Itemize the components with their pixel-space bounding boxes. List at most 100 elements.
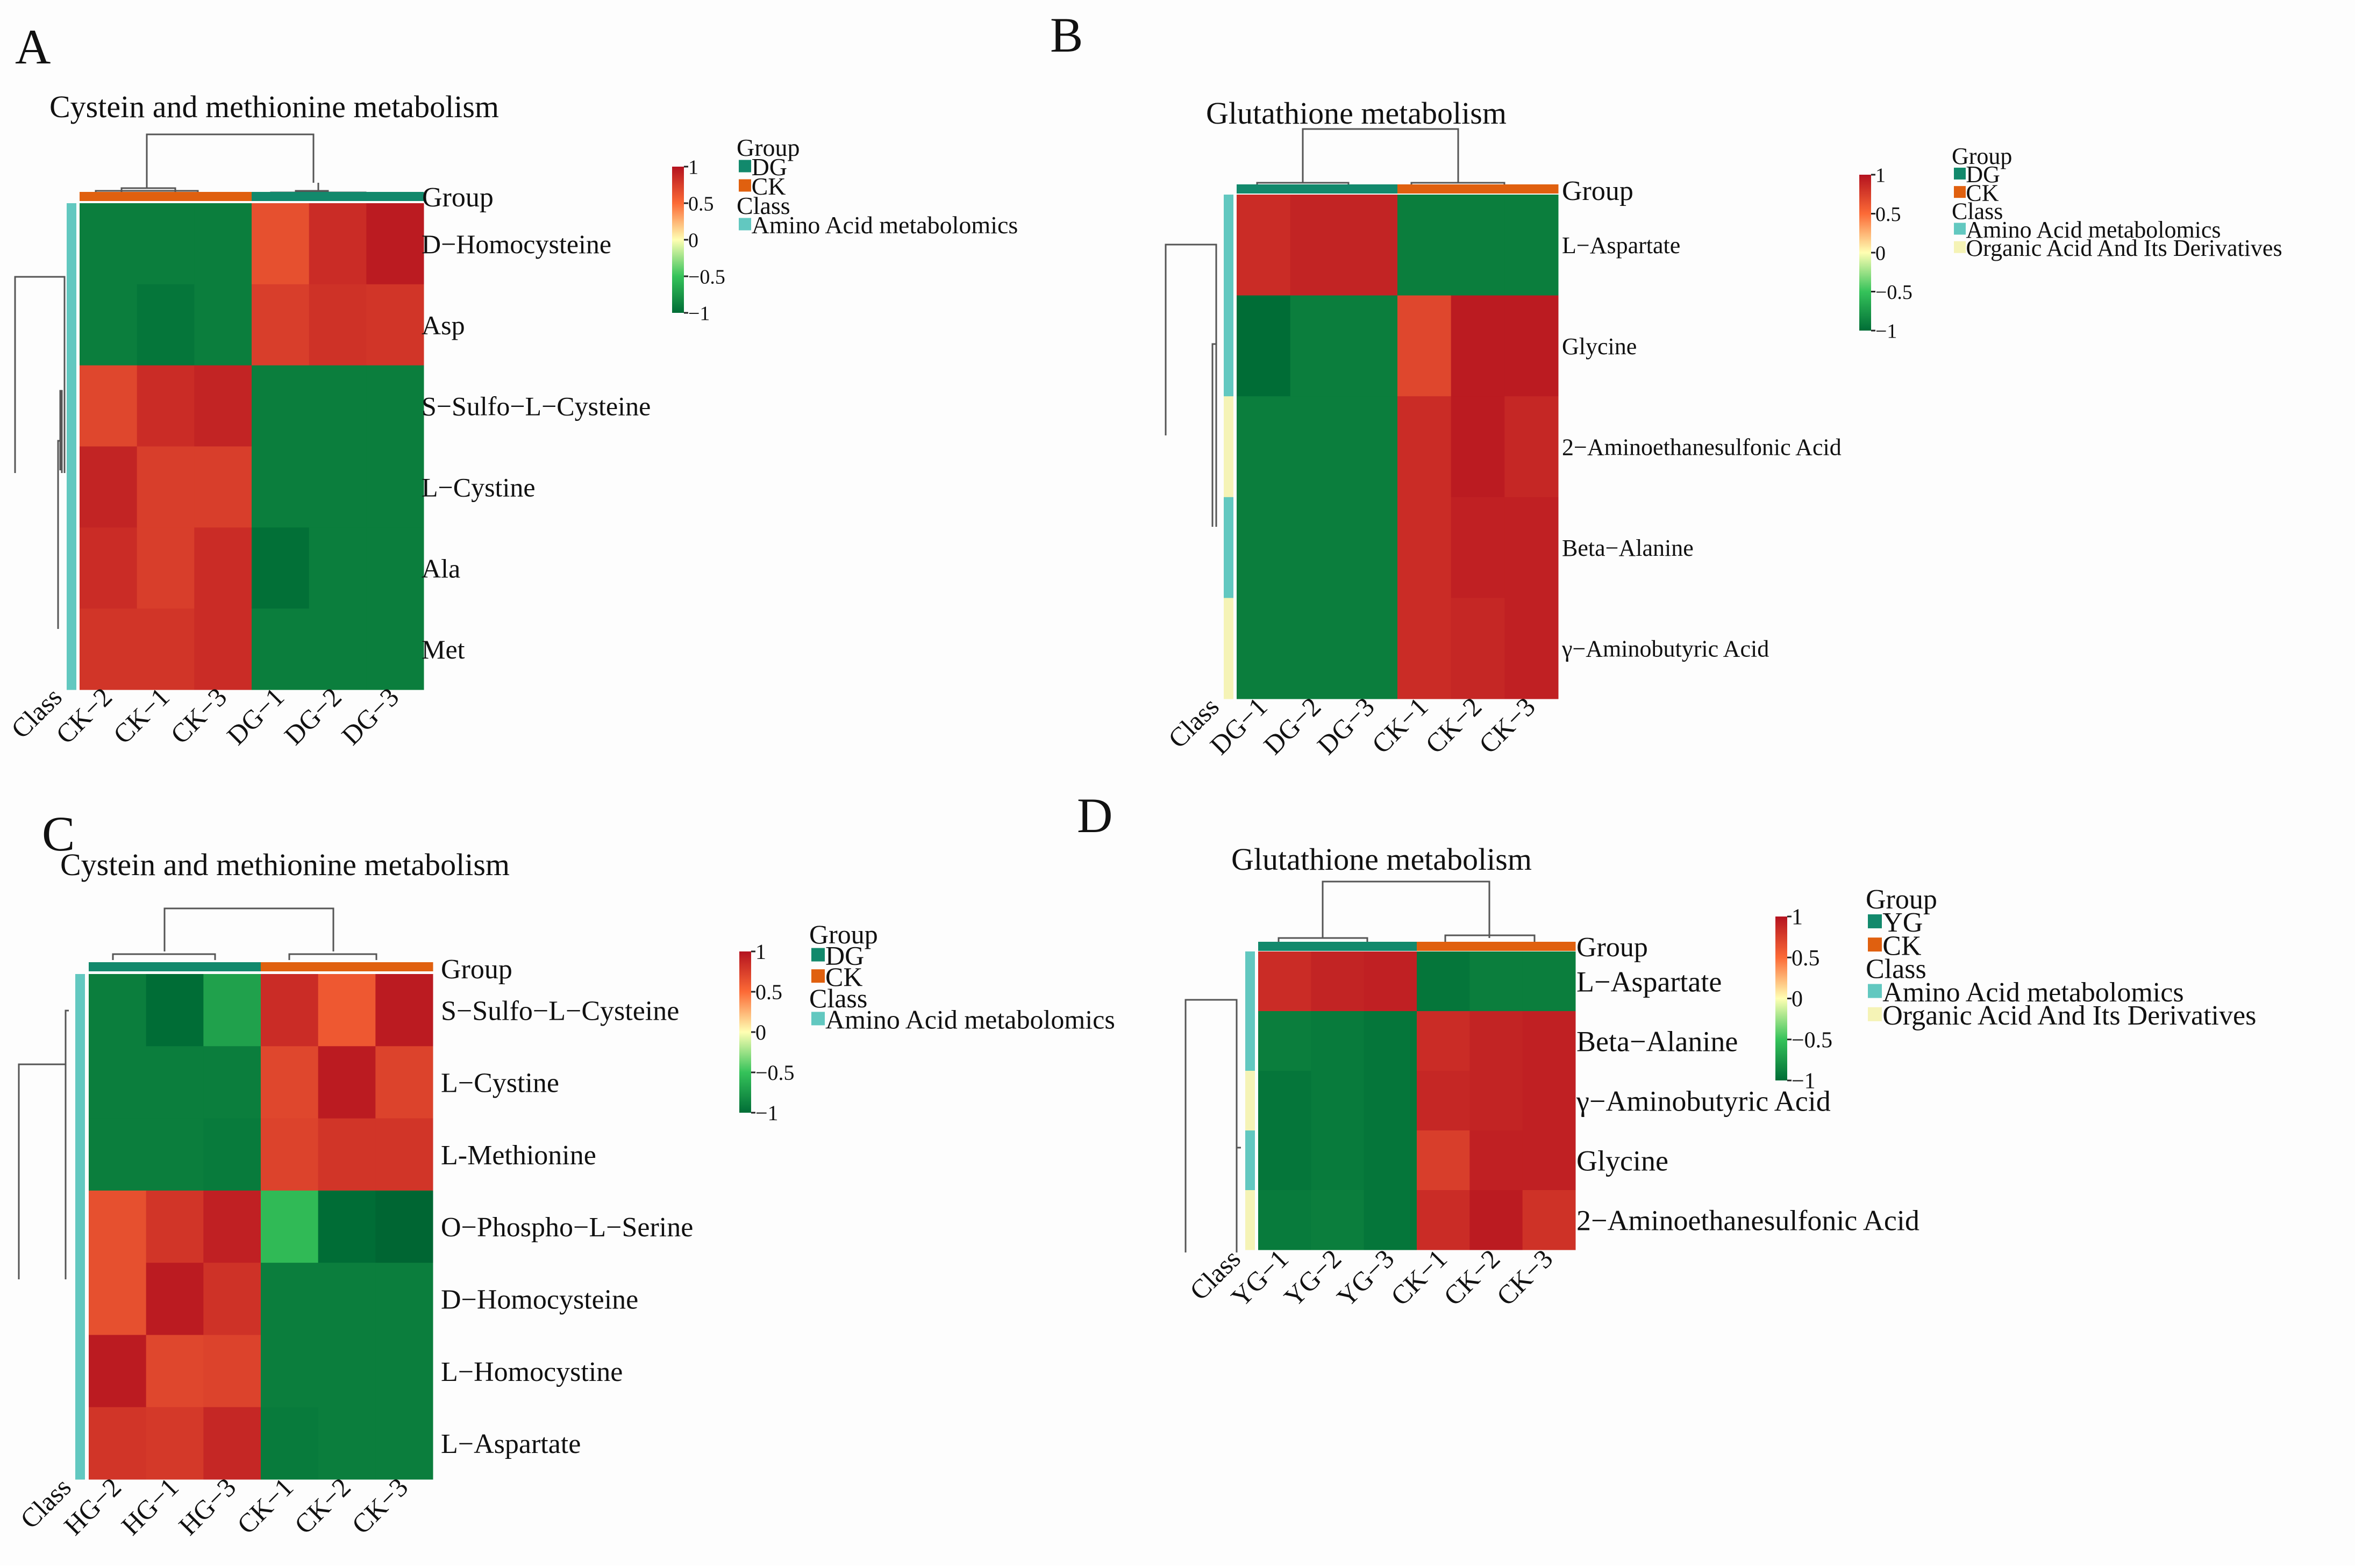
heatmap-cell	[318, 1263, 376, 1335]
heatmap-cell	[80, 365, 138, 447]
heatmap-cell	[146, 1263, 204, 1335]
colorbar-tick-label: −0.5	[1875, 281, 1912, 304]
column-label: CK−1	[1366, 691, 1433, 759]
heatmap-cell	[1522, 1130, 1576, 1191]
heatmap-cell	[1469, 1011, 1523, 1071]
heatmap-cell	[137, 608, 195, 690]
colorbar-tick-label: −1	[755, 1101, 779, 1125]
heatmap-cell	[309, 446, 367, 528]
class-annotation-cell	[1245, 1190, 1255, 1250]
class-annotation-cell	[75, 1046, 85, 1119]
row-label: γ−Aminobutyric Acid	[1576, 1085, 1831, 1117]
heatmap-cell	[1451, 195, 1505, 296]
heatmap-cell	[1522, 951, 1576, 1012]
heatmap-cell	[309, 527, 367, 609]
colorbar-tick-label: 1	[1875, 164, 1886, 187]
heatmap-cell	[1290, 598, 1344, 699]
heatmap-cell	[252, 446, 310, 528]
group-annotation-cell	[1451, 184, 1505, 194]
class-annotation-cell	[1245, 1011, 1255, 1071]
heatmap-cell	[89, 1118, 147, 1191]
heatmap-cell	[1344, 598, 1398, 699]
heatmap-cell	[1397, 396, 1452, 498]
group-annotation-cell	[1258, 942, 1311, 951]
class-annotation-cell	[1224, 396, 1233, 498]
panel-c-row-dendrogram	[18, 1009, 69, 1279]
heatmap-cell	[1364, 1130, 1417, 1191]
heatmap-cell	[194, 203, 252, 285]
heatmap-cell	[1237, 598, 1291, 699]
colorbar	[672, 167, 684, 313]
legend-item-label: CK	[825, 962, 862, 992]
row-label: L-Methionine	[441, 1140, 596, 1171]
heatmap-cell	[1469, 1130, 1523, 1191]
heatmap-cell	[252, 608, 310, 690]
heatmap-cell	[80, 284, 138, 366]
heatmap-cell	[89, 974, 147, 1047]
heatmap-cell	[1417, 1071, 1470, 1131]
column-label: DG−1	[221, 682, 290, 750]
column-label: YG−3	[1331, 1243, 1400, 1312]
heatmap-cell	[1451, 598, 1505, 699]
column-label: CK−1	[107, 682, 175, 749]
heatmap-cell	[375, 1118, 433, 1191]
panel-d-heatmap: GroupL−AspartateBeta−Alanineγ−Aminobutyr…	[1184, 884, 2257, 1312]
group-annotation-cell	[1290, 184, 1344, 194]
heatmap-cell	[1522, 1071, 1576, 1131]
colorbar-tick-label: −0.5	[1792, 1028, 1832, 1053]
legend-item-label: CK	[752, 173, 786, 200]
class-annotation-cell	[67, 365, 76, 447]
heatmap-cell	[309, 284, 367, 366]
class-annotation-cell	[75, 1335, 85, 1408]
heatmap-cell	[1469, 951, 1523, 1012]
row-label: D−Homocysteine	[422, 229, 611, 259]
panel-c-heatmap: Group S−Sulfo−L−Cysteine L−Cystine L-Methio…	[15, 919, 1115, 1541]
group-annotation-cell	[89, 962, 147, 971]
heatmap-cell	[1344, 396, 1398, 498]
heatmap-cell	[1469, 1190, 1523, 1250]
heatmap-cell	[1290, 195, 1344, 296]
class-annotation-cell	[75, 1190, 85, 1263]
heatmap-cell	[1258, 1071, 1311, 1131]
legend-swatch	[1868, 984, 1882, 998]
panel-b-column-dendrogram	[1256, 128, 1505, 187]
row-label: 2−Aminoethanesulfonic Acid	[1562, 434, 1842, 460]
heatmap-cell	[89, 1263, 147, 1335]
row-label: L−Aspartate	[1562, 232, 1680, 259]
heatmap-cell	[1504, 598, 1559, 699]
legend-item-label: CK	[1882, 930, 1922, 961]
legend-item-label: Amino Acid metabolomics	[825, 1004, 1115, 1034]
column-label: CK−2	[50, 682, 118, 749]
row-label: S−Sulfo−L−Cysteine	[422, 391, 651, 421]
heatmap-cell	[137, 284, 195, 366]
column-label: YG−2	[1278, 1243, 1347, 1312]
heatmap-cell	[375, 974, 433, 1047]
panel-d-row-dendrogram	[1184, 999, 1241, 1252]
class-annotation-cell	[1224, 195, 1233, 296]
heatmap-cell	[252, 365, 310, 447]
heatmap-cell	[1311, 1011, 1365, 1071]
heatmap-cell	[194, 446, 252, 528]
row-label: Asp	[422, 310, 465, 340]
colorbar-tick-label: −0.5	[755, 1061, 795, 1085]
panel-a: A Cystein and methionine metabolism	[14, 19, 499, 629]
colorbar-tick-label: 0	[1875, 242, 1886, 264]
legend-group-title: Group	[809, 919, 878, 949]
heatmap-cell	[318, 1118, 376, 1191]
colorbar	[739, 951, 751, 1113]
heatmap-cell	[146, 1046, 204, 1119]
group-annotation-cell	[1344, 184, 1398, 194]
heatmap-cell	[261, 974, 319, 1047]
heatmap-cell	[1504, 497, 1559, 598]
colorbar-tick-label: 1	[688, 156, 698, 178]
panel-a-column-dendrogram	[95, 133, 367, 194]
row-label: L−Cystine	[422, 472, 536, 502]
group-annotation-cell	[194, 192, 252, 201]
heatmap-cell	[1451, 396, 1505, 498]
heatmap-cell	[318, 1335, 376, 1408]
heatmap-cell	[318, 1190, 376, 1263]
row-label: Ala	[422, 553, 460, 583]
legend-swatch	[739, 179, 751, 192]
